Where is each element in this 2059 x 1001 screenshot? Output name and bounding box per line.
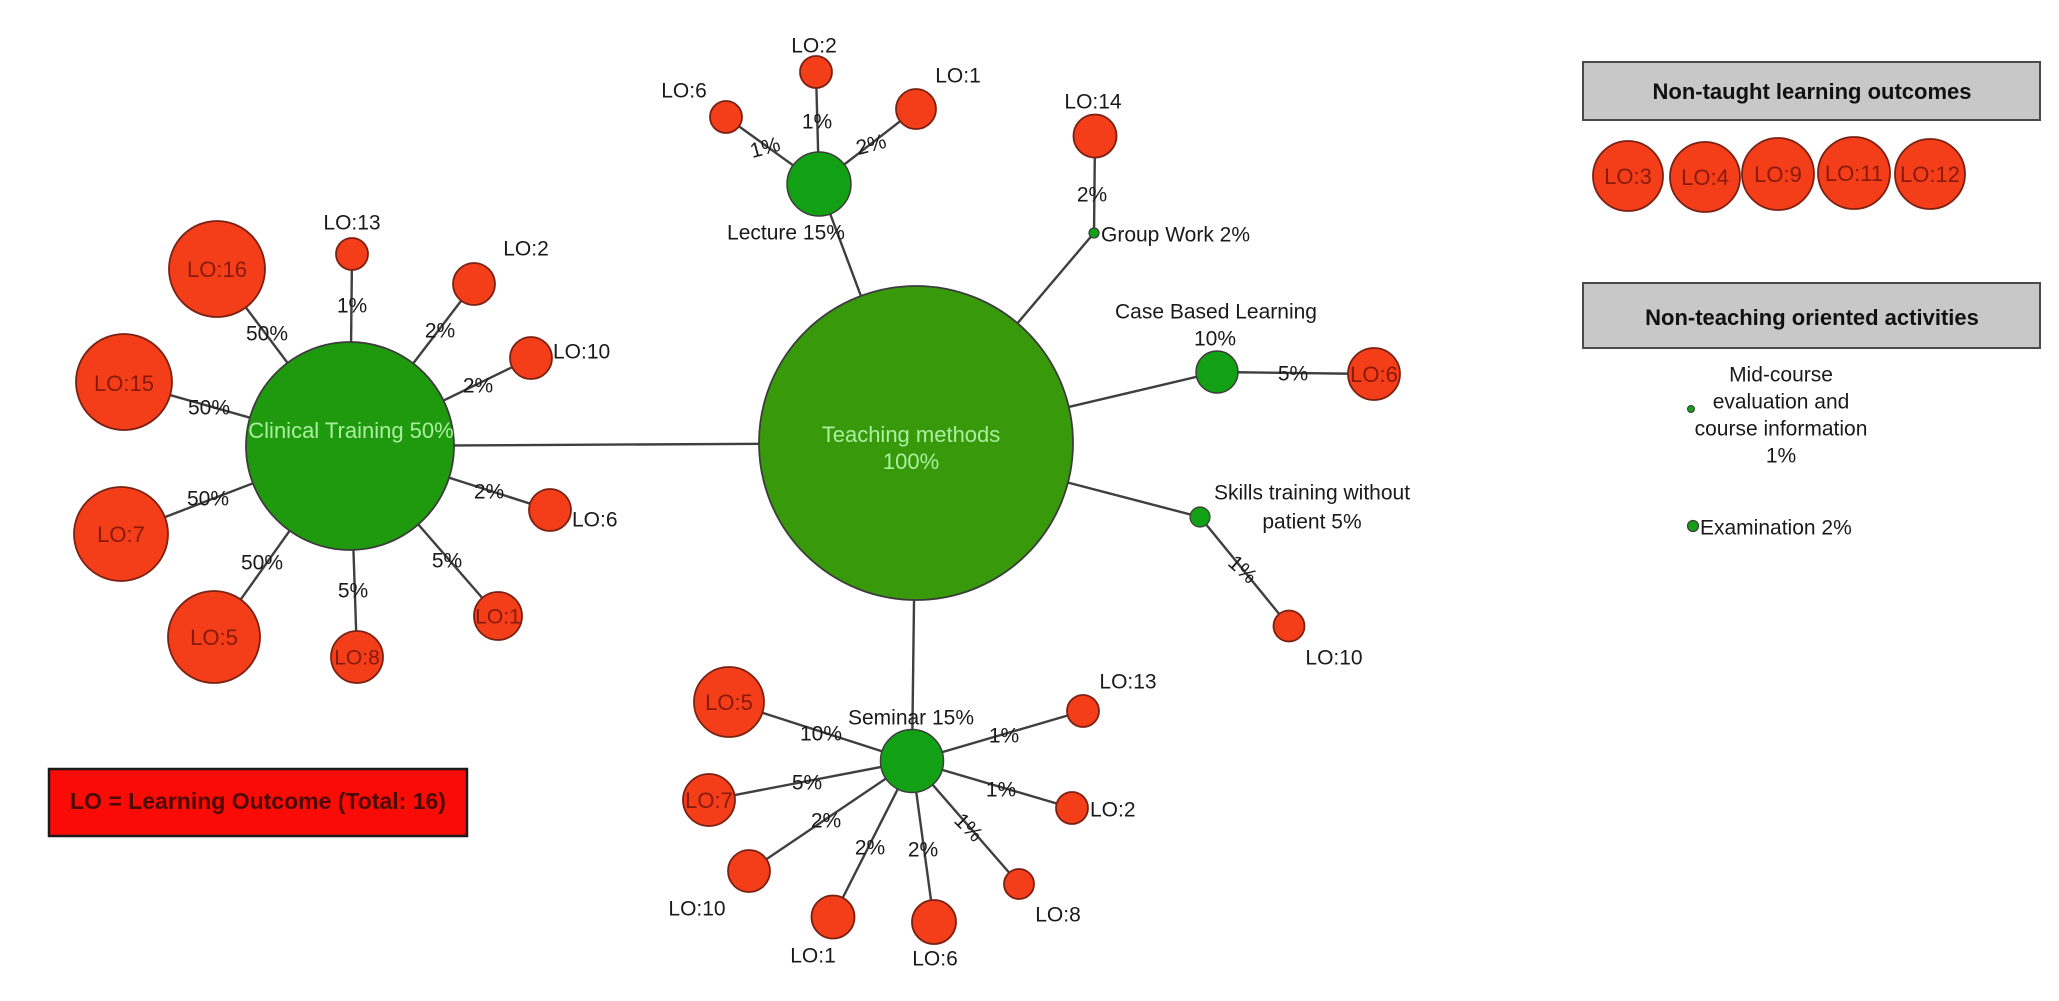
svg-text:LO:13: LO:13 bbox=[1099, 671, 1156, 694]
svg-text:5%: 5% bbox=[1278, 363, 1308, 386]
svg-text:Non-taught learning outcomes: Non-taught learning outcomes bbox=[1653, 79, 1972, 104]
svg-text:LO:13: LO:13 bbox=[323, 212, 380, 235]
svg-text:5%: 5% bbox=[338, 580, 368, 603]
svg-text:1%: 1% bbox=[802, 111, 832, 134]
svg-text:Seminar 15%: Seminar 15% bbox=[848, 707, 974, 730]
svg-text:2%: 2% bbox=[908, 839, 938, 862]
svg-text:LO:1: LO:1 bbox=[935, 65, 981, 88]
svg-text:LO = Learning Outcome (Total:: LO = Learning Outcome (Total: 16) bbox=[70, 788, 446, 814]
svg-text:5%: 5% bbox=[432, 550, 462, 573]
svg-text:LO:10: LO:10 bbox=[553, 341, 610, 364]
svg-text:LO:6: LO:6 bbox=[1350, 362, 1398, 387]
svg-text:Teaching methods: Teaching methods bbox=[822, 422, 1001, 447]
svg-text:LO:2: LO:2 bbox=[1090, 799, 1136, 822]
svg-text:LO:6: LO:6 bbox=[572, 509, 618, 532]
svg-text:1%: 1% bbox=[337, 295, 367, 318]
svg-text:course information: course information bbox=[1695, 418, 1868, 441]
svg-text:2%: 2% bbox=[425, 320, 455, 343]
svg-text:100%: 100% bbox=[883, 449, 939, 474]
svg-text:LO:10: LO:10 bbox=[1305, 647, 1362, 670]
svg-text:LO:2: LO:2 bbox=[791, 35, 837, 58]
svg-text:1%: 1% bbox=[989, 725, 1019, 748]
svg-text:50%: 50% bbox=[188, 397, 230, 420]
svg-text:5%: 5% bbox=[792, 772, 822, 795]
svg-text:LO:1: LO:1 bbox=[475, 606, 521, 629]
svg-text:LO:5: LO:5 bbox=[705, 690, 753, 715]
svg-text:1%: 1% bbox=[1766, 445, 1796, 468]
svg-text:LO:7: LO:7 bbox=[97, 522, 145, 547]
svg-text:LO:4: LO:4 bbox=[1681, 165, 1729, 190]
svg-text:Non-teaching oriented activiti: Non-teaching oriented activities bbox=[1645, 305, 1979, 330]
svg-text:LO:12: LO:12 bbox=[1900, 162, 1960, 187]
svg-text:LO:6: LO:6 bbox=[912, 948, 958, 971]
svg-text:evaluation and: evaluation and bbox=[1713, 391, 1850, 414]
svg-text:Clinical Training 50%: Clinical Training 50% bbox=[248, 418, 453, 443]
svg-text:2%: 2% bbox=[463, 375, 493, 398]
svg-text:10%: 10% bbox=[800, 723, 842, 746]
svg-text:LO:5: LO:5 bbox=[190, 625, 238, 650]
svg-text:LO:6: LO:6 bbox=[661, 80, 707, 103]
svg-text:50%: 50% bbox=[241, 552, 283, 575]
svg-text:Case Based Learning: Case Based Learning bbox=[1115, 301, 1317, 324]
svg-text:patient 5%: patient 5% bbox=[1262, 511, 1361, 534]
svg-text:2%: 2% bbox=[811, 810, 841, 833]
svg-text:Skills training without: Skills training without bbox=[1214, 482, 1410, 505]
svg-text:2%: 2% bbox=[1077, 184, 1107, 207]
svg-text:1%: 1% bbox=[986, 779, 1016, 802]
svg-text:Group Work 2%: Group Work 2% bbox=[1101, 224, 1250, 247]
svg-text:Examination 2%: Examination 2% bbox=[1700, 517, 1852, 540]
svg-text:LO:15: LO:15 bbox=[94, 371, 154, 396]
svg-text:10%: 10% bbox=[1194, 328, 1236, 351]
svg-text:LO:9: LO:9 bbox=[1754, 162, 1802, 187]
svg-text:LO:3: LO:3 bbox=[1604, 164, 1652, 189]
svg-text:LO:7: LO:7 bbox=[685, 788, 733, 813]
svg-text:LO:10: LO:10 bbox=[668, 898, 725, 921]
svg-text:LO:8: LO:8 bbox=[334, 647, 380, 670]
svg-text:LO:11: LO:11 bbox=[1825, 161, 1883, 186]
svg-text:LO:8: LO:8 bbox=[1035, 904, 1081, 927]
svg-text:LO:14: LO:14 bbox=[1064, 91, 1122, 114]
svg-text:LO:1: LO:1 bbox=[790, 945, 836, 968]
svg-text:50%: 50% bbox=[246, 323, 288, 346]
svg-text:50%: 50% bbox=[187, 488, 229, 511]
svg-text:LO:16: LO:16 bbox=[187, 257, 247, 282]
svg-text:Mid-course: Mid-course bbox=[1729, 364, 1833, 387]
svg-text:Lecture 15%: Lecture 15% bbox=[727, 222, 845, 245]
svg-text:2%: 2% bbox=[474, 481, 504, 504]
svg-text:LO:2: LO:2 bbox=[503, 238, 549, 261]
svg-text:2%: 2% bbox=[855, 837, 885, 860]
